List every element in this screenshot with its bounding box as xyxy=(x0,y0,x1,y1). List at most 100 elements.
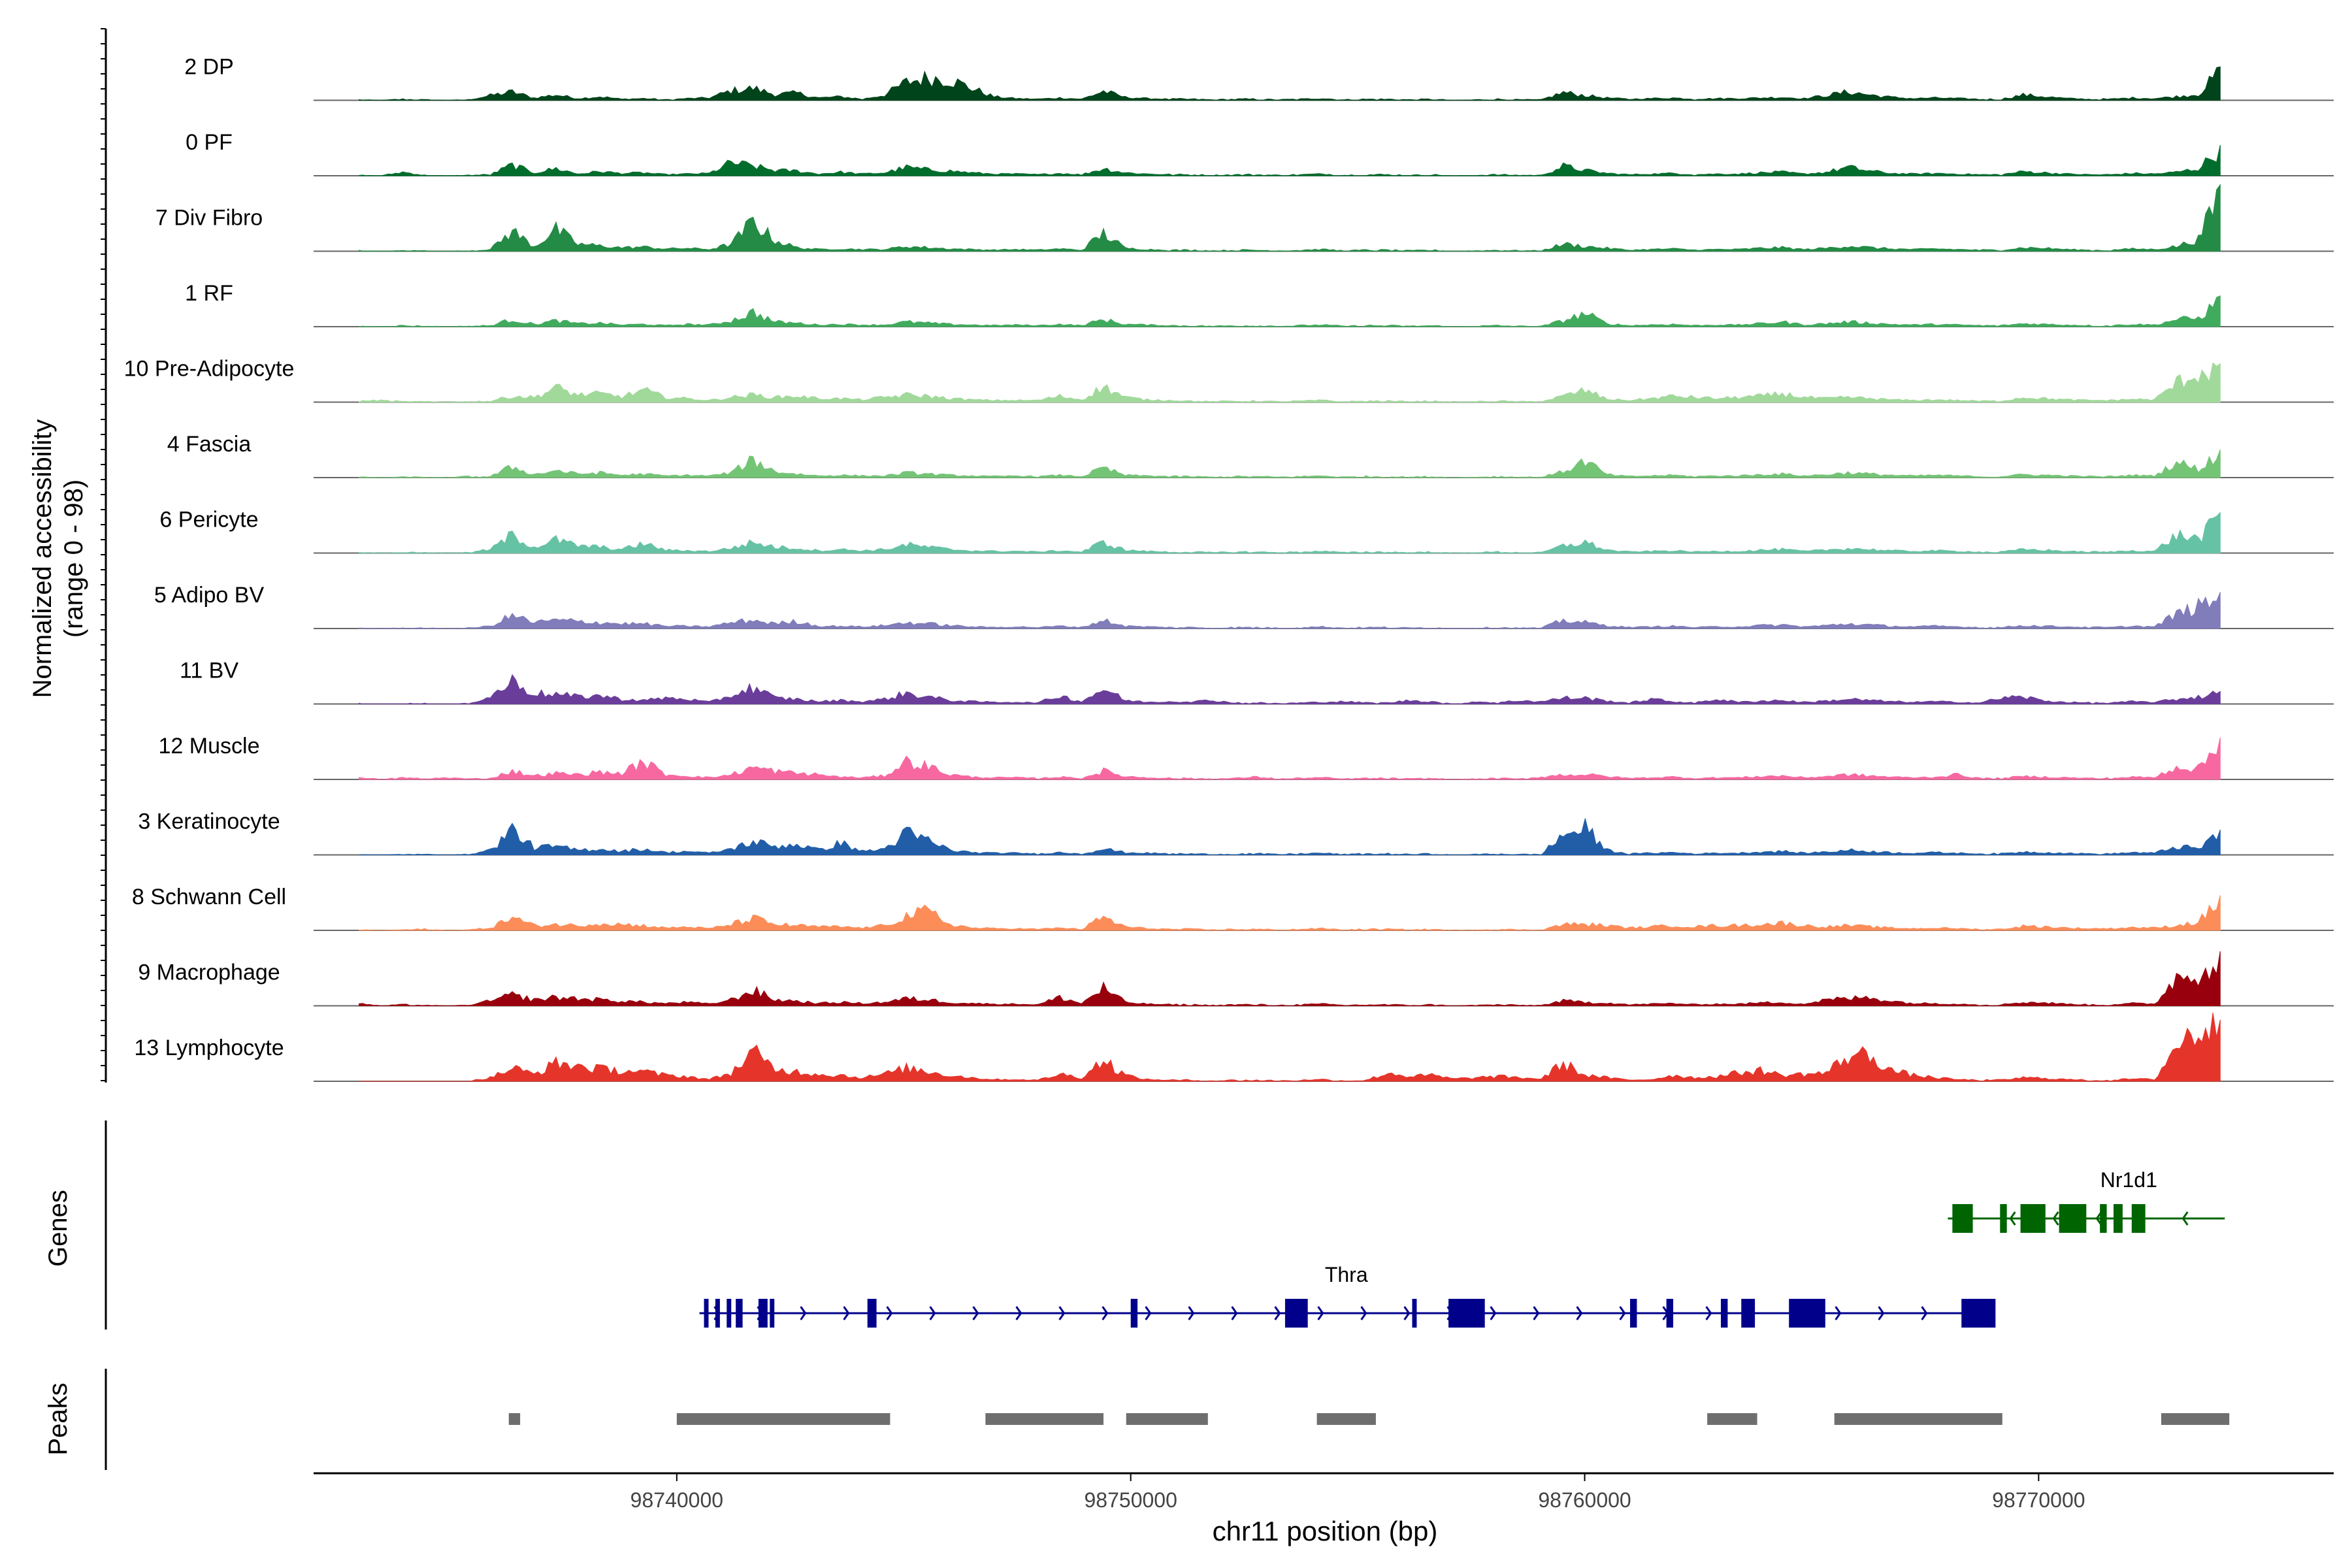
genes-track: Nr1d1 Thra xyxy=(699,1168,2225,1328)
strand-arrow xyxy=(1317,1306,1324,1320)
track-label-9-macrophage: 9 Macrophage xyxy=(138,960,280,985)
strand-arrow xyxy=(1058,1306,1066,1320)
coverage-area-1-rf xyxy=(359,295,2221,327)
peak-region xyxy=(676,1413,890,1425)
peak-region xyxy=(2161,1413,2230,1425)
strand-arrow xyxy=(886,1306,893,1320)
track-label-8-schwann-cell: 8 Schwann Cell xyxy=(132,885,286,909)
track-4-fascia: 4 Fascia xyxy=(167,432,2334,478)
exon xyxy=(2100,1204,2107,1233)
strand-arrow xyxy=(1921,1306,1928,1320)
strand-arrow xyxy=(1102,1306,1109,1320)
coverage-area-2-dp xyxy=(359,66,2221,101)
coverage-area-3-keratinocyte xyxy=(359,818,2221,856)
peak-region xyxy=(1126,1413,1208,1425)
strand-arrow xyxy=(1878,1306,1885,1320)
strand-arrow xyxy=(1835,1306,1842,1320)
exon xyxy=(1666,1299,1674,1328)
track-1-rf: 1 RF xyxy=(185,281,2334,327)
peak-region xyxy=(1834,1413,2002,1425)
coverage-area-11-bv xyxy=(359,674,2221,705)
y-axis-title-line2: (range 0 - 98) xyxy=(59,480,88,638)
genes-panel-title: Genes xyxy=(44,1190,73,1267)
exon xyxy=(2131,1204,2146,1233)
exon xyxy=(1741,1299,1756,1328)
strand-arrow xyxy=(843,1306,850,1320)
exon xyxy=(727,1299,732,1328)
x-tick-label: 98770000 xyxy=(1992,1488,2085,1512)
track-label-12-muscle: 12 Muscle xyxy=(159,734,260,759)
track-label-5-adipo-bv: 5 Adipo BV xyxy=(154,583,265,608)
track-11-bv: 11 BV xyxy=(180,659,2334,705)
x-tick-label: 98740000 xyxy=(630,1488,723,1512)
track-label-2-dp: 2 DP xyxy=(184,55,234,80)
exon xyxy=(2000,1204,2007,1233)
exon xyxy=(704,1299,709,1328)
track-13-lymphocyte: 13 Lymphocyte xyxy=(134,1012,2334,1082)
track-label-3-keratinocyte: 3 Keratinocyte xyxy=(138,809,280,834)
strand-arrow xyxy=(2009,1211,2016,1226)
track-label-7-div-fibro: 7 Div Fibro xyxy=(155,206,263,231)
track-5-adipo-bv: 5 Adipo BV xyxy=(154,583,2334,629)
track-label-11-bv: 11 BV xyxy=(180,659,238,683)
track-label-10-pre-adipocyte: 10 Pre-Adipocyte xyxy=(124,357,295,382)
coverage-area-13-lymphocyte xyxy=(359,1012,2221,1082)
exon xyxy=(1448,1299,1485,1328)
exon xyxy=(1130,1299,1138,1328)
strand-arrow xyxy=(1490,1306,1497,1320)
track-10-pre-adipocyte: 10 Pre-Adipocyte xyxy=(124,357,2334,403)
strand-arrow xyxy=(1274,1306,1281,1320)
exon xyxy=(1412,1299,1417,1328)
peaks-track xyxy=(508,1413,2230,1425)
strand-arrow xyxy=(1188,1306,1195,1320)
strand-arrow xyxy=(1403,1306,1411,1320)
coverage-area-0-pf xyxy=(359,144,2221,176)
strand-arrow xyxy=(1231,1306,1238,1320)
exon xyxy=(758,1299,768,1328)
strand-arrow xyxy=(929,1306,936,1320)
exon xyxy=(770,1299,775,1328)
axes: 98740000 98750000 98760000 98770000 xyxy=(101,28,2334,1512)
strand-arrow xyxy=(2181,1211,2189,1226)
x-axis-title: chr11 position (bp) xyxy=(1213,1516,1438,1546)
x-tick-label: 98750000 xyxy=(1085,1488,1177,1512)
exon xyxy=(867,1299,877,1328)
strand-arrow xyxy=(1533,1306,1540,1320)
strand-arrow xyxy=(972,1306,979,1320)
strand-arrow xyxy=(1015,1306,1022,1320)
exon xyxy=(1961,1299,1996,1328)
coverage-area-6-pericyte xyxy=(359,512,2221,554)
coverage-area-12-muscle xyxy=(359,737,2221,780)
strand-arrow xyxy=(2095,1211,2102,1226)
peak-region xyxy=(1316,1413,1376,1425)
coverage-area-4-fascia xyxy=(359,449,2221,478)
peak-region xyxy=(508,1413,521,1425)
gene-thra: Thra xyxy=(699,1263,1996,1328)
strand-arrow xyxy=(1145,1306,1152,1320)
track-3-keratinocyte: 3 Keratinocyte xyxy=(138,809,2334,856)
track-6-pericyte: 6 Pericyte xyxy=(159,508,2334,554)
exon xyxy=(1284,1299,1308,1328)
x-tick-label: 98760000 xyxy=(1538,1488,1631,1512)
gene-nr1d1: Nr1d1 xyxy=(1948,1168,2225,1233)
strand-arrow xyxy=(2052,1211,2059,1226)
track-2-dp: 2 DP xyxy=(184,55,2334,101)
exon xyxy=(1789,1299,1825,1328)
coverage-area-9-macrophage xyxy=(359,951,2221,1007)
peak-region xyxy=(985,1413,1104,1425)
track-label-4-fascia: 4 Fascia xyxy=(167,432,252,457)
strand-arrow xyxy=(800,1306,807,1320)
strand-arrow xyxy=(1705,1306,1712,1320)
track-label-6-pericyte: 6 Pericyte xyxy=(159,508,258,532)
track-label-0-pf: 0 PF xyxy=(186,130,233,155)
exon xyxy=(1720,1299,1728,1328)
coverage-area-5-adipo-bv xyxy=(359,592,2221,629)
exon xyxy=(715,1299,720,1328)
exon xyxy=(2059,1204,2087,1233)
exon xyxy=(736,1299,743,1328)
exon xyxy=(1952,1204,1973,1233)
peak-region xyxy=(1707,1413,1757,1425)
track-12-muscle: 12 Muscle xyxy=(159,734,2334,780)
